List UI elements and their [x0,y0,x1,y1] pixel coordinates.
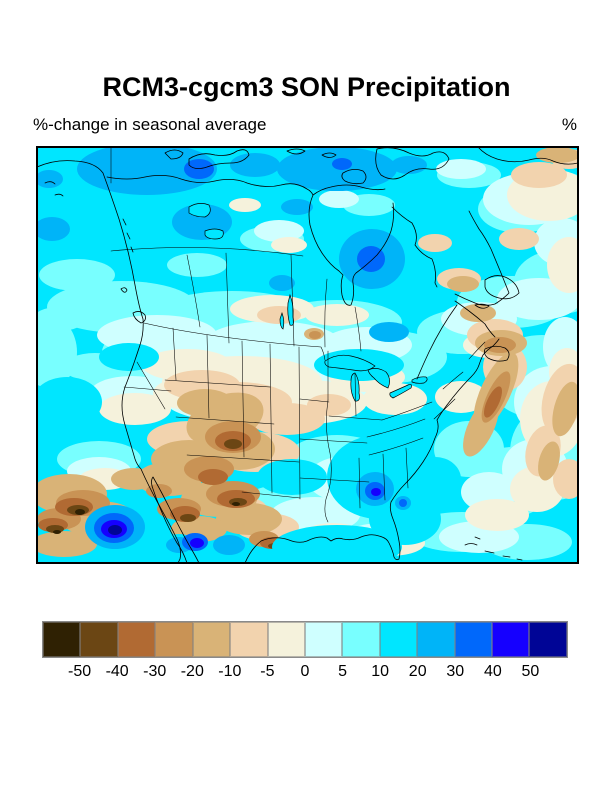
colorbar-cell [454,622,493,657]
colorbar-cell [267,622,305,657]
subtitle-left: %-change in seasonal average [33,115,267,134]
colorbar-tick-label: -50 [68,663,92,680]
state-borders [110,147,486,523]
colorbar-tick-label: 40 [483,663,502,680]
colorbar-cell [492,622,530,657]
colorbar-tick-label: 30 [446,663,465,680]
contour-level-strong-blue [94,158,407,551]
colorbar-cell [304,622,343,657]
colorbar-cells [42,621,568,658]
colorbar-tick-label: -30 [143,663,167,680]
colorbar-tick-label: 50 [521,663,540,680]
colorbar-tick-label: -10 [218,663,242,680]
subtitle-row: %-change in seasonal average % [33,115,577,135]
colorbar-cell [80,622,118,657]
north-america-contour-map [37,147,578,563]
units-label: % [561,115,577,134]
colorbar-cell [529,622,567,657]
colorbar-tick-label: 5 [338,663,348,680]
colorbar-cell [155,622,193,657]
colorbar-cell [117,622,156,657]
colorbar-cell [379,622,418,657]
colorbar-tick-label: 20 [408,663,427,680]
colorbar-cell [230,622,268,657]
contour-level-navy [108,525,122,535]
colorbar-tick-label: 0 [300,663,310,680]
figure-title: RCM3-cgcm3 SON Precipitation [102,72,511,102]
map-plot [36,146,579,564]
contour-level-darkest-brown [53,502,240,534]
colorbar-tick-label: 10 [371,663,390,680]
colorbar-cell [192,622,231,657]
colorbar-cell [342,622,380,657]
great-lakes [188,203,428,402]
colorbar-cell [417,622,455,657]
colorbar-tick-label: -5 [260,663,275,680]
colorbar-tick-label: -20 [180,663,204,680]
colorbar-ticks: -50 -40 -30 -20 -10 -5 0 5 10 20 30 40 50 [42,660,568,684]
colorbar-cell [43,622,81,657]
colorbar-tick-label: -40 [105,663,129,680]
coastlines [37,147,578,563]
map-frame-border [37,147,578,563]
